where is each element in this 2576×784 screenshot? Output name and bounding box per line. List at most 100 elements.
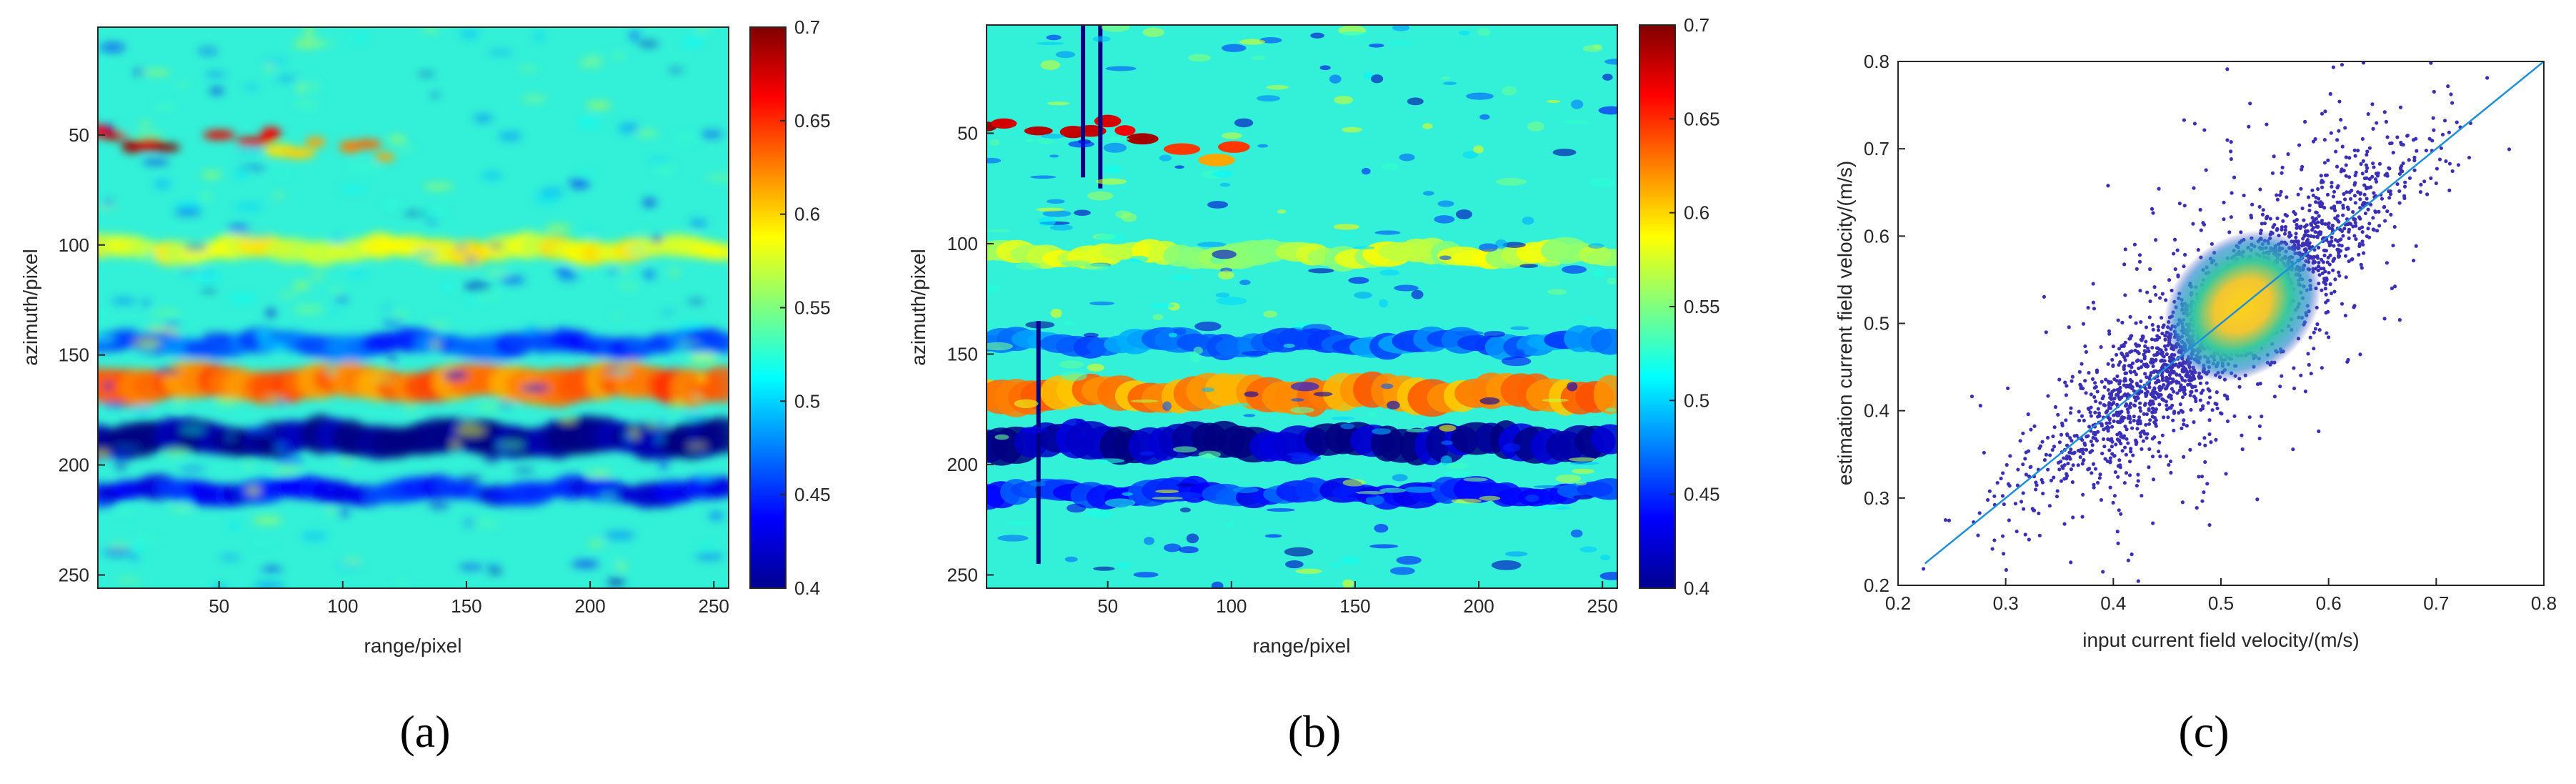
scatter-point: [2147, 407, 2151, 411]
heat-texture-speck: [465, 256, 476, 264]
scatter-point: [2106, 387, 2110, 392]
heat-texture-speck: [228, 294, 258, 304]
scatter-point: [2077, 418, 2082, 423]
scatter-point: [2107, 421, 2112, 425]
scatter-point: [2318, 204, 2322, 208]
scatter-point: [2317, 197, 2321, 201]
scatter-point: [2365, 149, 2370, 154]
scatter-point: [2397, 172, 2402, 176]
heat-texture-speck: [586, 102, 611, 109]
scatter-point: [2371, 227, 2375, 232]
heat-texture-speck: [442, 282, 453, 292]
scatter-point: [2112, 494, 2117, 498]
scatter-point: [2154, 292, 2158, 297]
heat-texture-speck: [1176, 482, 1197, 487]
heat-texture-speck: [1061, 260, 1091, 267]
scatter-point: [2390, 286, 2395, 290]
scatter-point: [2148, 374, 2152, 378]
scatter-point: [2122, 383, 2127, 387]
scatter-point: [2182, 389, 2186, 394]
scatter-point: [2021, 507, 2026, 511]
scatter-point: [2366, 227, 2370, 231]
heat-texture-speck: [139, 121, 151, 126]
scatter-point: [2134, 438, 2138, 442]
heat-texture-speck: [156, 368, 181, 374]
heat-texture-speck: [1074, 209, 1091, 216]
heat-texture-speck: [1037, 138, 1054, 144]
scatter-point: [2346, 247, 2350, 251]
scatter-point: [2330, 184, 2334, 189]
scatter-point: [2419, 182, 2423, 187]
scatter-point: [2364, 169, 2369, 174]
scatter-point: [2280, 171, 2284, 175]
scatter-point: [2365, 197, 2369, 201]
heat-texture-speck: [1030, 175, 1057, 179]
scatter-point: [2035, 483, 2039, 487]
scatter-point: [1995, 480, 2000, 485]
heat-texture-speck: [262, 395, 285, 400]
heat-texture-speck: [227, 224, 251, 234]
heat-texture-speck: [631, 230, 652, 234]
scatter-point: [2117, 397, 2122, 402]
heat-texture-speck: [339, 186, 369, 192]
heat-texture-speck: [576, 118, 601, 128]
heat-texture-speck: [1562, 119, 1589, 124]
scatter-point: [2053, 405, 2058, 410]
heat-texture-speck: [705, 175, 729, 180]
scatter-point: [2188, 447, 2192, 452]
scatter-point: [2412, 158, 2417, 163]
heat-texture-speck: [642, 198, 657, 207]
scatter-point: [2359, 162, 2363, 167]
heat-texture-speck: [696, 374, 707, 383]
scatter-point: [2146, 346, 2150, 351]
scatter-point: [2225, 67, 2230, 71]
scatter-point: [2397, 189, 2402, 194]
scatter-point: [2425, 192, 2430, 197]
scatter-point: [2123, 425, 2127, 429]
scatter-point: [2080, 362, 2084, 366]
scatter-point: [2268, 217, 2272, 221]
scatter-point: [2015, 483, 2020, 487]
heat-texture-speck: [1257, 144, 1269, 148]
scatter-point: [2158, 388, 2162, 392]
scatter-point: [2311, 226, 2315, 230]
scatter-point: [2281, 219, 2285, 223]
scatter-point: [2367, 146, 2372, 150]
heat-texture-speck: [582, 336, 604, 342]
heat-texture-speck: [1495, 177, 1527, 186]
heat-texture-speck: [568, 179, 590, 189]
scatter-xlabel: input current field velocity/(m/s): [2082, 629, 2359, 651]
scatter-point: [2316, 256, 2320, 260]
heat-texture-speck: [1599, 572, 1617, 580]
scatter-point: [2229, 215, 2233, 219]
scatter-point: [2037, 533, 2042, 537]
scatter-point: [2300, 167, 2304, 172]
heat-texture-speck: [599, 492, 619, 499]
heat-texture-speck: [687, 299, 704, 304]
x-tick-label: 250: [699, 595, 729, 617]
scatter-point: [2111, 500, 2115, 505]
colorbar-tick-label: 0.4: [794, 577, 820, 599]
scatter-point: [2113, 470, 2117, 475]
heat-texture-speck: [104, 547, 133, 556]
scatter-point: [1992, 538, 1997, 542]
heat-texture-speck: [1174, 165, 1184, 169]
heat-texture-speck: [201, 192, 212, 201]
heatmap-panel-b: 50 100 150 200 250 50 100 150 200 250 range/pixel…: [907, 14, 1720, 757]
heat-texture-speck: [1211, 581, 1224, 588]
scatter-point: [2124, 371, 2129, 375]
scatter-point: [2122, 262, 2127, 267]
y-tick-label: 250: [947, 564, 978, 585]
scatter-point: [2340, 144, 2345, 149]
heat-texture-speck: [1207, 201, 1229, 209]
scatter-point: [2069, 406, 2073, 410]
scatter-point: [2023, 532, 2027, 537]
heat-texture-speck: [1593, 269, 1606, 277]
scatter-point: [2158, 296, 2162, 300]
scatter-point: [2361, 61, 2366, 65]
scatter-point: [2151, 392, 2155, 397]
scatter-point: [2068, 457, 2072, 461]
heat-texture-speck: [151, 309, 182, 316]
scatter-point: [2097, 414, 2102, 418]
